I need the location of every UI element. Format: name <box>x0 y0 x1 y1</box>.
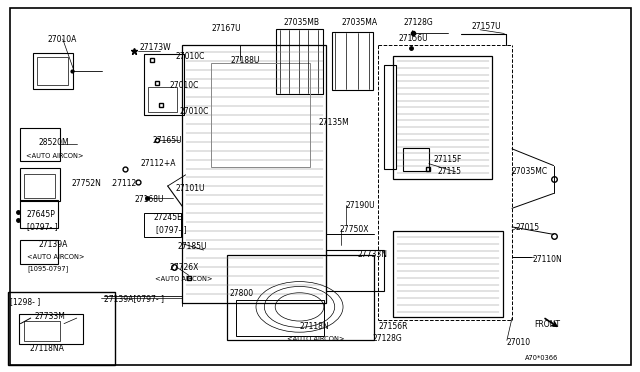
Text: 27035MC: 27035MC <box>512 167 548 176</box>
Text: .27112: .27112 <box>110 179 136 187</box>
Text: <AUTO AIRCON>: <AUTO AIRCON> <box>27 254 84 260</box>
Text: 27118N: 27118N <box>300 322 329 331</box>
Text: 27112+A: 27112+A <box>141 159 176 168</box>
Text: 27645P: 27645P <box>27 210 56 219</box>
Bar <box>211 63 310 167</box>
Bar <box>276 29 323 94</box>
Bar <box>20 168 60 201</box>
Text: 27115F: 27115F <box>434 155 462 164</box>
Text: 27156R: 27156R <box>379 322 408 331</box>
Text: 27035MB: 27035MB <box>284 18 319 27</box>
Bar <box>403 148 429 171</box>
Text: 27128G: 27128G <box>403 18 433 27</box>
Text: 27115: 27115 <box>438 167 462 176</box>
Text: 27139A[0797- ]: 27139A[0797- ] <box>104 294 164 303</box>
Text: 27185U: 27185U <box>178 242 207 251</box>
Bar <box>236 300 324 336</box>
Text: 27156U: 27156U <box>398 34 428 43</box>
Text: 27750X: 27750X <box>339 225 369 234</box>
Bar <box>227 255 374 340</box>
Text: [1095-0797]: [1095-0797] <box>27 265 68 272</box>
Bar <box>326 250 384 291</box>
Text: 27188U: 27188U <box>230 56 260 65</box>
Bar <box>37 57 68 85</box>
Text: 27167U: 27167U <box>211 24 241 33</box>
Bar <box>24 174 55 198</box>
Text: <AUTO AIRCON>: <AUTO AIRCON> <box>26 153 83 159</box>
Text: 27173W: 27173W <box>140 43 171 52</box>
Bar <box>33 53 73 89</box>
Bar <box>384 65 396 169</box>
Text: <AUTO AIRCON>: <AUTO AIRCON> <box>287 336 344 341</box>
Bar <box>20 200 58 228</box>
Text: 27010C: 27010C <box>170 81 199 90</box>
Bar <box>148 87 177 112</box>
Text: [0797- ]: [0797- ] <box>27 222 58 231</box>
Bar <box>19 314 83 344</box>
Text: 27139A: 27139A <box>38 240 68 248</box>
Text: 27010C: 27010C <box>179 107 209 116</box>
Text: 27168U: 27168U <box>134 195 164 204</box>
Text: 27101U: 27101U <box>176 185 205 193</box>
Text: 27110N: 27110N <box>532 255 562 264</box>
Bar <box>144 213 181 237</box>
Text: [1298- ]: [1298- ] <box>10 298 40 307</box>
Text: A70*0366: A70*0366 <box>525 355 558 361</box>
Bar <box>8 292 115 365</box>
Text: 27726X: 27726X <box>170 263 199 272</box>
Text: 27010A: 27010A <box>48 35 77 44</box>
Text: 27245E: 27245E <box>154 214 182 222</box>
Text: 27015: 27015 <box>516 223 540 232</box>
Text: 27157U: 27157U <box>471 22 500 31</box>
Text: 27118NA: 27118NA <box>29 344 64 353</box>
Text: 27165U: 27165U <box>152 136 182 145</box>
Text: 27128G: 27128G <box>372 334 402 343</box>
Text: 27010C: 27010C <box>176 52 205 61</box>
Text: [0797- ]: [0797- ] <box>156 225 187 234</box>
Bar <box>393 231 503 317</box>
Text: 27800: 27800 <box>229 289 253 298</box>
Text: 28520M: 28520M <box>38 138 69 147</box>
Text: 27752N: 27752N <box>72 179 102 187</box>
Text: 27733N: 27733N <box>357 250 387 259</box>
Bar <box>332 32 373 90</box>
Bar <box>24 321 60 341</box>
Text: FRONT: FRONT <box>534 320 560 329</box>
Text: 27135M: 27135M <box>319 118 349 127</box>
Bar <box>393 56 492 179</box>
Text: <AUTO AIRCON>: <AUTO AIRCON> <box>155 276 212 282</box>
Bar <box>20 240 58 264</box>
Text: 27010: 27010 <box>507 339 531 347</box>
Bar <box>20 128 60 161</box>
Text: 27190U: 27190U <box>346 201 375 210</box>
Bar <box>144 54 184 115</box>
Text: 27035MA: 27035MA <box>342 18 378 27</box>
Text: 27733M: 27733M <box>35 312 65 321</box>
